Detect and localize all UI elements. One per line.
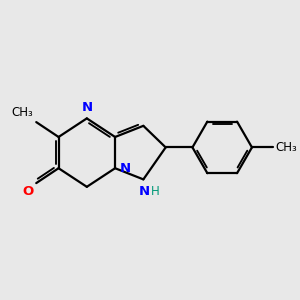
Text: O: O	[22, 184, 33, 198]
Text: N: N	[139, 184, 150, 198]
Text: CH₃: CH₃	[11, 106, 33, 119]
Text: CH₃: CH₃	[275, 141, 297, 154]
Text: N: N	[120, 162, 131, 175]
Text: N: N	[81, 101, 92, 114]
Text: H: H	[151, 184, 160, 198]
